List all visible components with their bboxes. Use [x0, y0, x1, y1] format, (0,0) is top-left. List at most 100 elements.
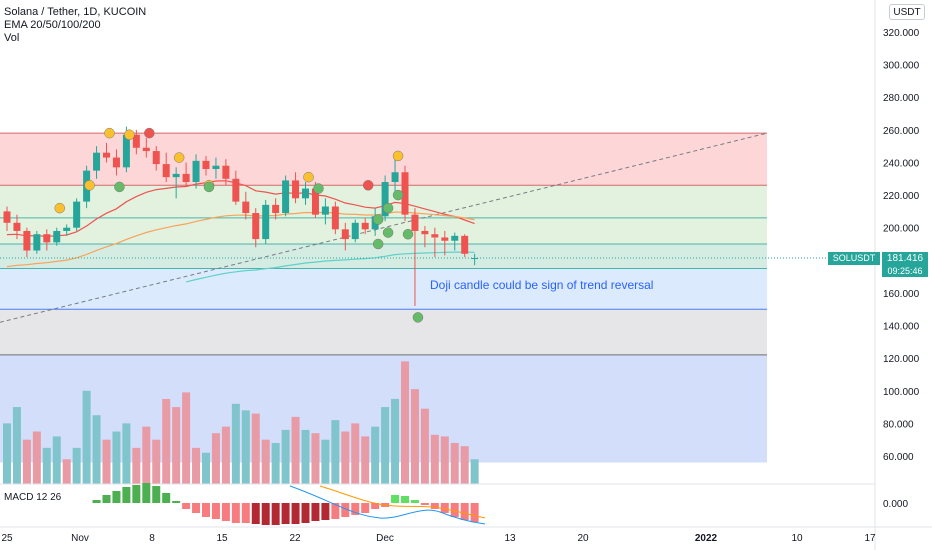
- macd-histogram-bar: [112, 491, 121, 503]
- volume-bar: [231, 403, 240, 484]
- candle: [63, 227, 71, 231]
- macd-indicator-label[interactable]: MACD 12 26: [4, 492, 62, 503]
- macd-histogram-bar: [321, 503, 330, 520]
- candle: [112, 157, 120, 168]
- last-price-value: 181.416: [882, 252, 928, 265]
- volume-bar: [440, 436, 449, 484]
- candle: [182, 173, 190, 183]
- volume-bar: [132, 447, 141, 484]
- macd-histogram-bar: [361, 503, 370, 513]
- signal-marker: [104, 127, 115, 139]
- signal-marker: [124, 129, 135, 140]
- candle: [202, 160, 210, 169]
- volume-bar: [351, 423, 360, 484]
- candle: [272, 204, 280, 214]
- macd-histogram-bar: [202, 503, 210, 517]
- candle: [411, 214, 419, 231]
- candle: [431, 234, 439, 238]
- macd-histogram-bar: [430, 503, 439, 509]
- macd-tick-label: 0.000: [883, 499, 908, 510]
- volume-bar: [371, 426, 380, 484]
- candle: [321, 206, 329, 215]
- candle: [103, 152, 110, 158]
- time-tick-label: 13: [504, 533, 516, 544]
- ema-indicator-label[interactable]: EMA 20/50/100/200: [4, 19, 101, 31]
- volume-bar: [331, 420, 340, 484]
- candle: [212, 165, 220, 169]
- signal-marker: [84, 180, 95, 191]
- price-tick-label: 300.000: [883, 61, 920, 72]
- candle: [351, 222, 359, 240]
- macd-histogram-bar: [291, 503, 300, 524]
- chart-title: Solana / Tether, 1D, KUCOIN: [4, 6, 147, 18]
- time-tick-label: 20: [577, 533, 589, 544]
- time-tick-label: Nov: [71, 533, 89, 544]
- volume-bar: [3, 423, 11, 484]
- volume-bar: [470, 459, 479, 484]
- currency-button[interactable]: USDT: [889, 4, 925, 20]
- candle: [33, 234, 41, 251]
- candle: [172, 173, 180, 178]
- time-tick-label: 10: [791, 533, 803, 544]
- price-tick-label: 100.000: [883, 387, 920, 398]
- signal-marker: [173, 152, 185, 163]
- macd-histogram-bar: [420, 503, 429, 505]
- candle: [3, 211, 11, 223]
- signal-marker: [54, 202, 65, 214]
- candle: [73, 201, 81, 228]
- candle: [13, 222, 21, 231]
- time-tick-label: 15: [216, 533, 228, 544]
- volume-bar: [192, 447, 201, 484]
- macd-histogram-bar: [401, 496, 409, 503]
- volume-bar: [42, 447, 51, 484]
- candle: [162, 164, 170, 178]
- time-tick-label: 17: [864, 533, 876, 544]
- volume-bar: [460, 446, 469, 484]
- volume-bar: [271, 442, 280, 484]
- time-tick-label: 2022: [695, 533, 718, 544]
- volume-bar: [391, 398, 400, 484]
- price-tick-label: 160.000: [883, 289, 920, 300]
- macd-histogram-bar: [460, 503, 469, 520]
- volume-bar: [82, 390, 91, 484]
- volume-bar: [122, 423, 131, 484]
- macd-histogram-bar: [231, 503, 240, 523]
- macd-histogram-bar: [311, 503, 320, 521]
- macd-histogram-bar: [192, 503, 201, 513]
- macd-histogram-bar: [152, 486, 161, 503]
- volume-bar: [62, 459, 71, 484]
- price-tick-label: 320.000: [883, 28, 920, 39]
- candle: [242, 201, 250, 214]
- bar-countdown: 09:25:46: [882, 265, 928, 277]
- candle: [222, 165, 230, 179]
- volume-bar: [241, 410, 250, 484]
- signal-marker: [114, 181, 125, 193]
- candle: [381, 182, 389, 217]
- candle: [43, 234, 51, 243]
- doji-annotation[interactable]: Doji candle could be sign of trend rever…: [430, 278, 654, 292]
- volume-bar: [450, 442, 459, 484]
- volume-bar: [162, 398, 171, 484]
- candle: [232, 178, 240, 202]
- signal-line: [319, 485, 486, 519]
- volume-bar: [311, 433, 320, 484]
- candle: [53, 230, 61, 243]
- signal-marker: [372, 238, 384, 250]
- signal-marker: [362, 180, 374, 191]
- price-tick-label: 60.000: [883, 452, 914, 463]
- candle: [391, 172, 399, 183]
- macd-histogram-bar: [391, 495, 400, 503]
- volume-bar: [221, 426, 230, 484]
- price-tick-label: 240.000: [883, 158, 920, 169]
- candle: [331, 206, 339, 230]
- macd-histogram-bar: [281, 503, 290, 524]
- volume-bar: [12, 407, 21, 484]
- volume-indicator-label[interactable]: Vol: [4, 32, 20, 44]
- signal-marker: [372, 214, 384, 225]
- ema-100-line: [185, 251, 475, 283]
- candle: [152, 151, 160, 165]
- price-tick-label: 80.000: [883, 419, 914, 430]
- volume-bar: [172, 407, 181, 484]
- macd-histogram-bar: [182, 503, 191, 509]
